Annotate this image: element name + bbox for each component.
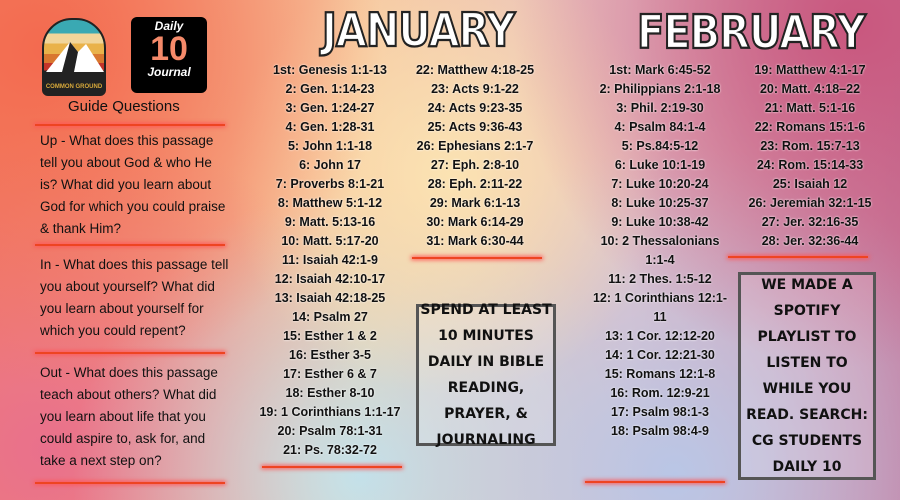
reading-item: 30: Mark 6:14-29 <box>426 215 524 229</box>
journal-number: 10 <box>150 30 188 68</box>
mountain-icon <box>46 42 104 72</box>
journal-daily: Daily <box>154 19 184 33</box>
reading-item: 28: Eph. 2:11-22 <box>427 177 523 191</box>
reading-item: 26: Ephesians 2:1-7 <box>416 139 534 153</box>
reading-item: 19: Matthew 4:1-17 <box>754 63 866 77</box>
reading-item: 2: Gen. 1:14-23 <box>285 82 375 96</box>
reading-item: 6: Luke 10:1-19 <box>614 158 706 172</box>
reading-item: 21: Matt. 5:1-16 <box>764 101 856 115</box>
reading-item: 22: Romans 15:1-6 <box>754 120 866 134</box>
january-title: JANUARY <box>321 3 516 58</box>
reading-item: 11: 2 Thes. 1:5-12 <box>608 272 712 286</box>
reading-item: 16: Rom. 12:9-21 <box>610 386 710 400</box>
logo-text: COMMON GROUND <box>45 84 103 90</box>
reading-item: 24: Rom. 15:14-33 <box>756 158 864 172</box>
reading-item: 5: Ps.84:5-12 <box>621 139 699 153</box>
reading-item: 15: Romans 12:1-8 <box>604 367 716 381</box>
reading-item: 25: Acts 9:36-43 <box>427 120 523 134</box>
reading-item: 4: Gen. 1:28-31 <box>285 120 375 134</box>
question-in: In - What does this passage tell you abo… <box>40 257 229 338</box>
reading-item: 25: Isaiah 12 <box>772 177 848 191</box>
question-out: Out - What does this passage teach about… <box>40 365 218 468</box>
reading-item: 4: Psalm 84:1-4 <box>614 120 706 134</box>
reading-item: 14: Psalm 27 <box>292 310 368 324</box>
reading-list: 22: Matthew 4:18-25 23: Acts 9:1-22 24: Ac… <box>405 61 545 251</box>
reading-item: 12: Isaiah 42:10-17 <box>274 272 386 286</box>
reading-item: 15: Esther 1 & 2 <box>283 329 377 343</box>
reading-item: 12: 1 Corinthians 12:1-11 <box>592 291 728 324</box>
reading-item: 8: Matthew 5:1-12 <box>277 196 383 210</box>
common-ground-logo: COMMON GROUND <box>42 18 106 96</box>
reading-item: 1st: Mark 6:45-52 <box>609 63 711 77</box>
reading-item: 2: Philippians 2:1-18 <box>599 82 721 96</box>
spotify-callout: WE MADE A SPOTIFY PLAYLIST TO LISTEN TO … <box>738 272 876 480</box>
reading-item: 26: Jeremiah 32:1-15 <box>748 196 872 210</box>
reading-item: 11: Isaiah 42:1-9 <box>282 253 378 267</box>
reading-item: 10: Matt. 5:17-20 <box>281 234 379 248</box>
reading-item: 23: Acts 9:1-22 <box>431 82 519 96</box>
reading-item: 17: Psalm 98:1-3 <box>611 405 709 419</box>
reading-item: 17: Esther 6 & 7 <box>283 367 377 381</box>
reading-item: 8: Luke 10:25-37 <box>611 196 709 210</box>
reading-item: 20: Matt. 4:18–22 <box>759 82 861 96</box>
reading-list: 19: Matthew 4:1-17 20: Matt. 4:18–22 21: M… <box>735 61 885 251</box>
reading-item: 13: Isaiah 42:18-25 <box>274 291 386 305</box>
february-title: FEBRUARY <box>636 5 867 60</box>
reading-item: 9: Matt. 5:13-16 <box>284 215 376 229</box>
journal-word: Journal <box>147 65 191 79</box>
daily-10-journal-logo: Daily 10 Journal <box>131 17 207 93</box>
reading-item: 18: Esther 8-10 <box>285 386 375 400</box>
reading-item: 28: Jer. 32:36-44 <box>761 234 859 248</box>
reading-item: 22: Matthew 4:18-25 <box>415 63 535 77</box>
reading-list: 1st: Genesis 1:1-13 2: Gen. 1:14-23 3: Gen… <box>255 61 405 460</box>
reading-item: 31: Mark 6:30-44 <box>426 234 524 248</box>
reading-item: 21: Ps. 78:32-72 <box>283 443 377 457</box>
reading-item: 14: 1 Cor. 12:21-30 <box>605 348 715 362</box>
reading-item: 16: Esther 3-5 <box>289 348 371 362</box>
reading-item: 18: Psalm 98:4-9 <box>611 424 709 438</box>
reading-item: 29: Mark 6:1-13 <box>429 196 521 210</box>
reading-item: 9: Luke 10:38-42 <box>611 215 709 229</box>
reading-item: 20: Psalm 78:1-31 <box>277 424 383 438</box>
question-up: Up - What does this passage tell you abo… <box>40 133 226 236</box>
reading-item: 27: Eph. 2:8-10 <box>430 158 520 172</box>
reading-item: 3: Gen. 1:24-27 <box>285 101 375 115</box>
guide-title: Guide Questions <box>68 98 180 115</box>
reading-item: 7: Proverbs 8:1-21 <box>275 177 385 191</box>
reading-item: 3: Phil. 2:19-30 <box>616 101 704 115</box>
reading-item: 5: John 1:1-18 <box>287 139 373 153</box>
reading-item: 1st: Genesis 1:1-13 <box>273 63 387 77</box>
reading-item: 24: Acts 9:23-35 <box>427 101 523 115</box>
reading-item: 27: Jer. 32:16-35 <box>761 215 859 229</box>
reading-item: 6: John 17 <box>299 158 361 172</box>
reading-list: 1st: Mark 6:45-52 2: Philippians 2:1-18 3:… <box>590 61 730 441</box>
reading-item: 10: 2 Thessalonians 1:1-4 <box>600 234 720 267</box>
reading-item: 7: Luke 10:20-24 <box>611 177 709 191</box>
reading-callout: SPEND AT LEAST 10 MINUTES DAILY IN BIBLE… <box>416 302 556 448</box>
reading-item: 19: 1 Corinthians 1:1-17 <box>259 405 401 419</box>
reading-item: 13: 1 Cor. 12:12-20 <box>605 329 715 343</box>
reading-item: 23: Rom. 15:7-13 <box>760 139 860 153</box>
